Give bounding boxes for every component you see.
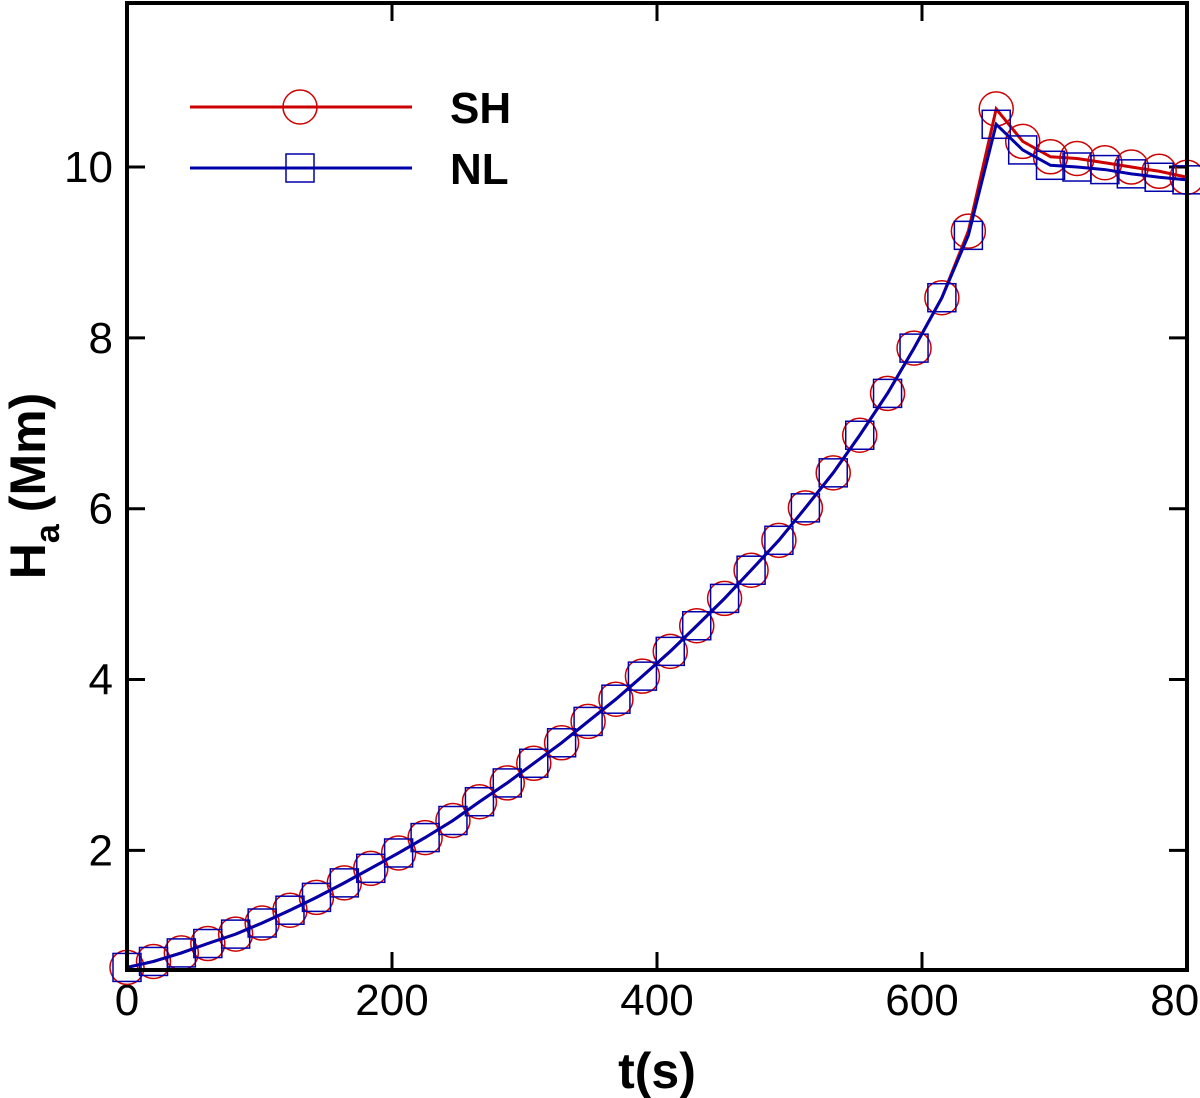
- x-tick-label: 200: [355, 976, 428, 1025]
- marker: [927, 282, 957, 313]
- marker: [546, 728, 577, 758]
- y-label-unit: (Mm): [0, 393, 56, 512]
- marker: [655, 636, 685, 667]
- marker: [356, 853, 386, 884]
- series-line: [126, 121, 1188, 969]
- marker: [285, 153, 315, 183]
- marker: [953, 220, 984, 251]
- y-label-sub: a: [29, 523, 67, 543]
- marker: [679, 607, 715, 644]
- series-line: [126, 105, 1188, 969]
- marker: [543, 725, 580, 761]
- marker: [135, 943, 172, 980]
- marker: [217, 916, 254, 952]
- marker: [764, 525, 794, 556]
- marker: [380, 835, 417, 871]
- x-tick-label: 0: [115, 976, 139, 1025]
- marker: [844, 420, 875, 450]
- y-tick-label: 2: [89, 826, 113, 875]
- marker: [383, 838, 414, 868]
- marker: [682, 610, 712, 641]
- y-tick-label: 4: [89, 656, 113, 705]
- marker: [190, 925, 226, 962]
- marker: [464, 786, 495, 817]
- marker: [981, 109, 1011, 140]
- marker: [220, 919, 251, 949]
- marker: [516, 745, 552, 782]
- marker: [872, 378, 903, 409]
- marker: [1090, 154, 1120, 185]
- marker: [1004, 123, 1041, 160]
- marker: [1087, 144, 1123, 181]
- legend-label: SH: [450, 84, 511, 133]
- marker: [1007, 135, 1038, 165]
- marker: [410, 822, 440, 853]
- y-tick-label: 10: [64, 143, 113, 192]
- marker: [787, 490, 824, 526]
- marker: [598, 681, 634, 717]
- marker: [570, 703, 606, 740]
- marker: [519, 748, 549, 779]
- marker: [438, 805, 468, 836]
- marker: [627, 661, 658, 691]
- marker: [706, 580, 743, 617]
- marker: [869, 375, 906, 412]
- x-tick-label: 600: [885, 976, 958, 1025]
- x-tick-label: 400: [620, 976, 693, 1025]
- x-tick-label: 800: [1150, 976, 1200, 1025]
- marker: [435, 802, 471, 839]
- marker: [1059, 140, 1095, 177]
- y-label-main: H: [0, 543, 56, 579]
- marker: [573, 706, 603, 737]
- marker: [924, 279, 960, 316]
- marker: [709, 583, 740, 614]
- y-tick-label: 8: [89, 314, 113, 363]
- marker: [736, 555, 766, 585]
- y-tick-label: 6: [89, 485, 113, 534]
- marker: [461, 783, 498, 820]
- marker: [492, 768, 523, 798]
- series: [112, 109, 1200, 983]
- marker: [275, 895, 305, 925]
- marker: [1141, 153, 1177, 190]
- plot-frame: [125, 1, 1189, 972]
- marker: [489, 765, 526, 801]
- marker: [761, 522, 797, 559]
- marker: [1035, 150, 1066, 181]
- marker: [282, 89, 318, 125]
- marker: [166, 938, 197, 968]
- marker: [601, 684, 631, 714]
- x-axis-label: t(s): [618, 1043, 696, 1098]
- marker: [899, 333, 929, 363]
- marker: [652, 633, 688, 670]
- marker: [815, 455, 851, 491]
- marker: [818, 458, 848, 488]
- marker: [841, 417, 878, 453]
- marker: [950, 213, 987, 249]
- y-axis-label: Ha (Mm): [0, 393, 67, 579]
- marker: [1113, 149, 1150, 185]
- marker: [733, 552, 769, 588]
- marker: [896, 330, 932, 366]
- marker: [624, 658, 661, 694]
- marker: [407, 819, 443, 856]
- marker: [272, 892, 308, 928]
- marker: [790, 493, 821, 523]
- series: [109, 91, 1200, 986]
- legend-label: NL: [450, 145, 509, 194]
